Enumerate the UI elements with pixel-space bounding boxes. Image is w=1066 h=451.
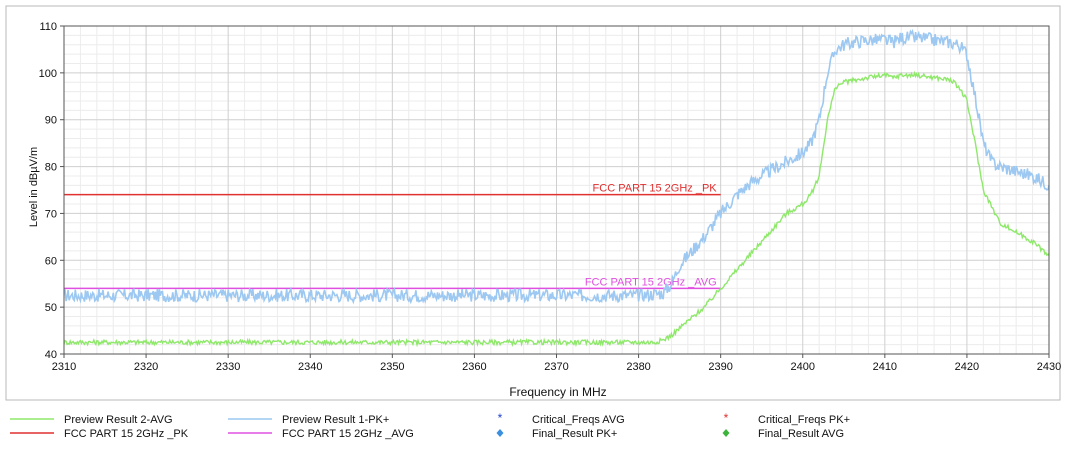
legend-label: FCC PART 15 2GHz _PK bbox=[64, 428, 189, 440]
x-tick-label: 2420 bbox=[955, 361, 979, 373]
legend-asterisk-icon: * bbox=[498, 411, 503, 425]
y-tick-label: 50 bbox=[45, 302, 57, 314]
x-tick-label: 2340 bbox=[298, 361, 322, 373]
y-tick-label: 60 bbox=[45, 255, 57, 267]
grid bbox=[63, 25, 1050, 355]
tick-labels: 2310 2320 2330 2340 2350 2360 2370 2380 2390 2400… bbox=[39, 21, 1062, 373]
x-tick-label: 2310 bbox=[52, 361, 76, 373]
x-tick-label: 2410 bbox=[873, 361, 897, 373]
limit-line-label: FCC PART 15 2GHz _PK bbox=[593, 183, 718, 195]
y-axis-label: Level in dBµV/m bbox=[28, 147, 40, 227]
series-line bbox=[63, 70, 1050, 348]
x-tick-label: 2390 bbox=[708, 361, 732, 373]
x-tick-label: 2320 bbox=[134, 361, 158, 373]
legend-label: Critical_Freqs AVG bbox=[532, 414, 625, 426]
x-tick-label: 2430 bbox=[1037, 361, 1061, 373]
limit-lines: FCC PART 15 2GHz _PK FCC PART 15 2GHz _AV… bbox=[64, 183, 721, 290]
x-tick-label: 2350 bbox=[380, 361, 404, 373]
legend-label: Preview Result 1-PK+ bbox=[282, 414, 389, 426]
limit-line-label: FCC PART 15 2GHz _AVG bbox=[585, 276, 717, 288]
legend-label: Preview Result 2-AVG bbox=[64, 414, 173, 426]
legend-diamond-icon bbox=[496, 429, 504, 437]
x-axis-label: Frequency in MHz bbox=[509, 385, 606, 399]
y-tick-label: 70 bbox=[45, 208, 57, 220]
legend: Preview Result 2-AVG Preview Result 1-PK+… bbox=[10, 411, 850, 440]
y-tick-label: 100 bbox=[39, 68, 57, 80]
x-tick-label: 2370 bbox=[544, 361, 568, 373]
y-tick-label: 40 bbox=[45, 349, 57, 361]
x-tick-label: 2400 bbox=[791, 361, 815, 373]
y-tick-label: 110 bbox=[39, 21, 57, 33]
series-line bbox=[63, 28, 1050, 305]
y-tick-label: 90 bbox=[45, 115, 57, 127]
x-tick-label: 2330 bbox=[216, 361, 240, 373]
y-tick-label: 80 bbox=[45, 162, 57, 174]
legend-label: Final_Result PK+ bbox=[532, 428, 617, 440]
legend-asterisk-icon: * bbox=[724, 411, 729, 425]
legend-diamond-icon bbox=[722, 429, 730, 437]
legend-label: FCC PART 15 2GHz _AVG bbox=[282, 428, 414, 440]
legend-label: Critical_Freqs PK+ bbox=[758, 414, 850, 426]
series-lines bbox=[63, 28, 1050, 348]
legend-label: Final_Result AVG bbox=[758, 428, 844, 440]
x-tick-label: 2360 bbox=[462, 361, 486, 373]
x-tick-label: 2380 bbox=[626, 361, 650, 373]
plot-border bbox=[63, 25, 1050, 355]
